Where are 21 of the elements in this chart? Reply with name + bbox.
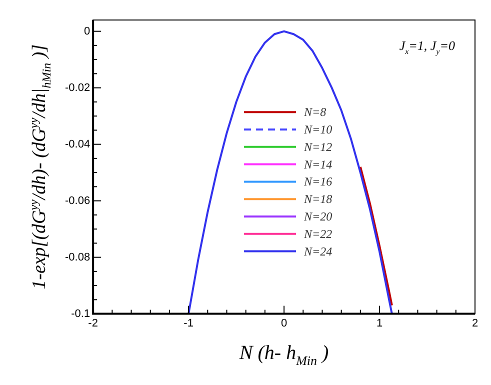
legend-label: N=18 — [303, 192, 332, 206]
legend-label: N=22 — [303, 226, 332, 241]
x-tick-label: 2 — [472, 317, 478, 330]
x-tick-label: 1 — [376, 317, 383, 330]
legend-label: N=20 — [303, 210, 332, 224]
legend-label: N=8 — [303, 105, 326, 120]
x-tick-label: -1 — [184, 317, 194, 330]
y-tick-label: -0.08 — [64, 251, 90, 264]
y-tick-label: -0.06 — [64, 194, 90, 207]
legend-label: N=10 — [303, 122, 332, 137]
x-tick-label: -2 — [88, 317, 98, 330]
legend-label: N=24 — [303, 244, 332, 258]
legend-label: N=16 — [303, 174, 332, 189]
legend-label: N=14 — [303, 157, 332, 172]
legend-label: N=12 — [303, 140, 332, 154]
y-tick-label: 0 — [84, 25, 90, 38]
x-tick-label: 0 — [280, 317, 288, 330]
y-tick-label: -0.04 — [64, 138, 90, 150]
y-tick-label: -0.02 — [64, 82, 90, 94]
y-tick-label: -0.1 — [71, 308, 90, 320]
y-axis-title: 1-exp[(dGyy/dh)- (dGyy/dh|hMin )] — [26, 44, 54, 290]
